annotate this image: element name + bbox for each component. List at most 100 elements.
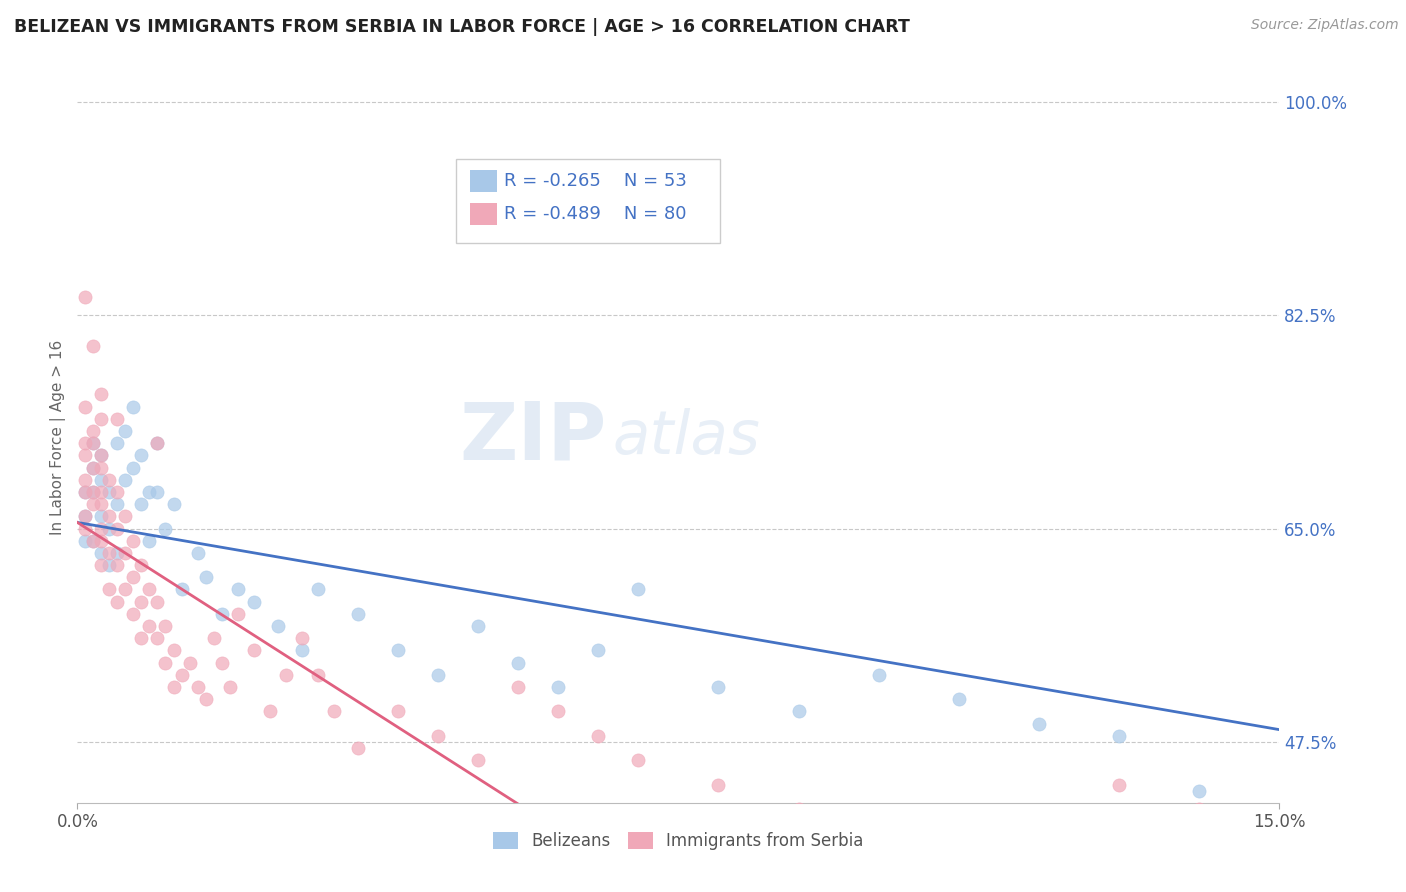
Point — [259, 704, 281, 718]
Point — [307, 582, 329, 597]
Point — [211, 656, 233, 670]
Point — [162, 643, 184, 657]
Point — [627, 753, 650, 767]
Point — [114, 546, 136, 560]
Point — [90, 448, 112, 462]
Point — [387, 643, 409, 657]
Text: R = -0.489    N = 80: R = -0.489 N = 80 — [505, 205, 686, 223]
Point — [202, 631, 225, 645]
Point — [588, 643, 610, 657]
Point — [107, 546, 129, 560]
Point — [114, 473, 136, 487]
Point — [467, 753, 489, 767]
Point — [387, 704, 409, 718]
Point — [75, 290, 97, 304]
Point — [146, 631, 169, 645]
Y-axis label: In Labor Force | Age > 16: In Labor Force | Age > 16 — [51, 340, 66, 534]
Point — [1028, 716, 1050, 731]
Point — [170, 582, 193, 597]
Point — [146, 484, 169, 499]
Point — [226, 607, 249, 621]
Point — [131, 448, 153, 462]
Point — [107, 497, 129, 511]
Point — [155, 656, 177, 670]
Text: atlas: atlas — [612, 408, 761, 467]
Point — [98, 546, 121, 560]
Point — [98, 473, 121, 487]
Point — [75, 400, 97, 414]
Point — [90, 473, 112, 487]
Point — [322, 704, 344, 718]
Point — [75, 533, 97, 548]
Point — [82, 436, 104, 450]
Point — [107, 436, 129, 450]
Point — [948, 692, 970, 706]
Point — [218, 680, 240, 694]
Point — [186, 680, 209, 694]
Point — [1188, 802, 1211, 816]
Point — [107, 411, 129, 425]
Point — [122, 570, 145, 584]
Point — [146, 594, 169, 608]
Point — [82, 424, 104, 438]
Text: BELIZEAN VS IMMIGRANTS FROM SERBIA IN LABOR FORCE | AGE > 16 CORRELATION CHART: BELIZEAN VS IMMIGRANTS FROM SERBIA IN LA… — [14, 18, 910, 36]
Point — [226, 582, 249, 597]
Point — [194, 570, 217, 584]
Point — [1108, 729, 1130, 743]
Point — [162, 680, 184, 694]
Point — [82, 460, 104, 475]
Point — [75, 509, 97, 524]
Point — [114, 582, 136, 597]
Point — [98, 582, 121, 597]
Point — [347, 740, 370, 755]
Bar — [471, 170, 496, 192]
Point — [90, 546, 112, 560]
Bar — [471, 203, 496, 225]
Point — [82, 533, 104, 548]
Point — [90, 533, 112, 548]
Point — [508, 680, 530, 694]
Point — [75, 436, 97, 450]
Point — [162, 497, 184, 511]
Point — [467, 619, 489, 633]
Point — [75, 521, 97, 535]
Point — [90, 497, 112, 511]
Point — [107, 594, 129, 608]
Point — [1028, 875, 1050, 889]
Point — [155, 521, 177, 535]
Point — [291, 631, 314, 645]
Point — [90, 558, 112, 573]
Point — [90, 484, 112, 499]
Point — [98, 484, 121, 499]
Point — [868, 826, 890, 840]
Point — [82, 436, 104, 450]
Point — [707, 680, 730, 694]
Point — [122, 607, 145, 621]
Point — [90, 521, 112, 535]
Point — [75, 484, 97, 499]
Point — [131, 594, 153, 608]
Point — [146, 436, 169, 450]
Point — [122, 533, 145, 548]
Point — [90, 509, 112, 524]
Text: ZIP: ZIP — [458, 398, 606, 476]
Point — [82, 460, 104, 475]
Point — [948, 851, 970, 865]
Point — [107, 558, 129, 573]
Point — [547, 680, 569, 694]
Point — [427, 729, 450, 743]
Point — [291, 643, 314, 657]
Point — [82, 338, 104, 352]
Text: R = -0.265    N = 53: R = -0.265 N = 53 — [505, 172, 688, 190]
Point — [82, 497, 104, 511]
Point — [211, 607, 233, 621]
Point — [138, 619, 160, 633]
Point — [787, 704, 810, 718]
Point — [114, 509, 136, 524]
Point — [274, 667, 297, 681]
Point — [131, 558, 153, 573]
Point — [307, 667, 329, 681]
Point — [82, 484, 104, 499]
Point — [75, 473, 97, 487]
Point — [90, 448, 112, 462]
